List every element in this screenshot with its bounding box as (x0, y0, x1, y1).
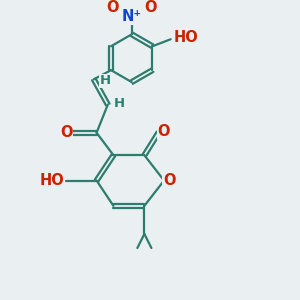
Text: O: O (163, 173, 175, 188)
Text: N⁺: N⁺ (122, 9, 142, 24)
Text: H: H (100, 74, 111, 87)
Text: O: O (60, 125, 73, 140)
Text: H: H (114, 97, 125, 110)
Text: O: O (157, 124, 170, 139)
Text: O: O (106, 0, 119, 14)
Text: HO: HO (173, 30, 198, 45)
Text: HO: HO (40, 173, 64, 188)
Text: O: O (144, 0, 157, 14)
